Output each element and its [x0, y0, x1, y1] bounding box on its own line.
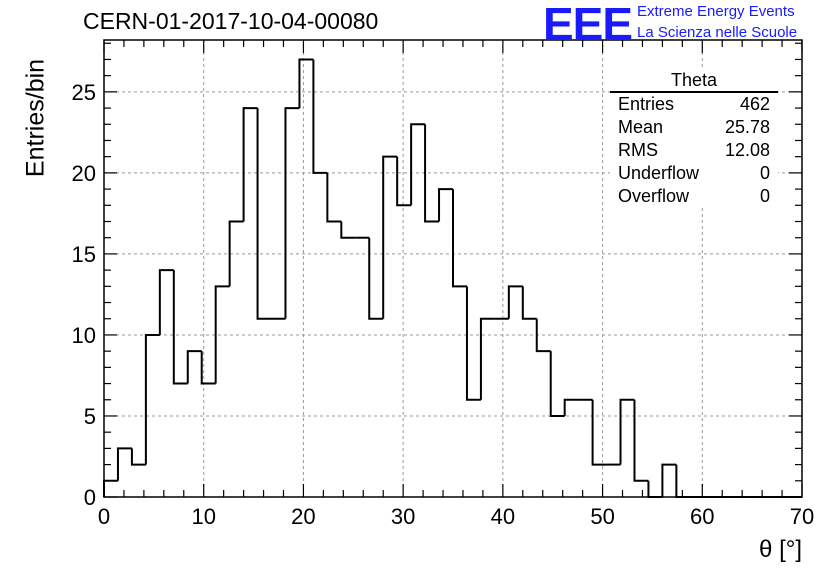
histogram-bin — [312, 59, 328, 174]
histogram-bin — [256, 108, 272, 320]
stats-value: 0 — [759, 186, 770, 206]
histogram-bin — [633, 399, 649, 482]
stats-value: 12.08 — [724, 140, 770, 160]
stats-label: RMS — [618, 140, 658, 160]
histogram-bin — [675, 464, 691, 498]
histogram-bin — [521, 286, 537, 320]
y-tick-label: 5 — [84, 404, 96, 429]
stats-label: Overflow — [618, 186, 690, 206]
histogram-bin — [479, 317, 495, 400]
stats-row-mean: Mean 25.78 — [610, 116, 778, 139]
histogram-bin — [661, 463, 677, 497]
x-tick-label: 20 — [291, 504, 315, 529]
run-title: CERN-01-2017-10-04-00080 — [83, 8, 379, 34]
y-axis-label: Entries/bin — [21, 58, 50, 178]
histogram-bin — [396, 156, 412, 207]
y-tick-label: 0 — [84, 485, 96, 510]
x-tick-label: 60 — [690, 504, 714, 529]
histogram-bin — [563, 398, 579, 416]
y-tick-label: 25 — [72, 80, 96, 105]
histogram-bin — [326, 172, 342, 223]
stats-value: 25.78 — [724, 117, 770, 137]
histogram-bin — [507, 285, 523, 319]
histogram-bin — [116, 447, 132, 481]
y-tick-label: 20 — [72, 161, 96, 186]
histogram-bin — [242, 107, 258, 222]
stats-title: Theta — [610, 70, 778, 93]
plot-frame — [103, 39, 803, 498]
stats-label: Mean — [618, 117, 664, 137]
histogram-bin — [535, 318, 551, 353]
histogram-bin — [465, 286, 481, 401]
stats-box: Theta Entries 462 Mean 25.78 RMS 12.08 U… — [610, 70, 778, 208]
histogram-bin — [619, 398, 635, 465]
histogram-bin — [228, 220, 244, 287]
histogram-bin — [284, 107, 300, 319]
histogram-bin — [158, 269, 174, 335]
histogram-bin — [103, 479, 118, 497]
histogram-bin — [368, 237, 384, 320]
histogram-bin — [186, 350, 202, 384]
histogram-bin — [200, 351, 216, 385]
logo-subtitle-line2: La Scienza nelle Scuole — [637, 24, 798, 41]
x-tick-label: 40 — [491, 504, 515, 529]
stats-row-entries: Entries 462 — [610, 93, 778, 116]
logo-subtitle-line1: Extreme Energy Events — [637, 3, 795, 20]
x-tick-label: 10 — [191, 504, 215, 529]
stats-row-rms: RMS 12.08 — [610, 139, 778, 162]
x-tick-label: 30 — [391, 504, 415, 529]
histogram-bin — [647, 480, 663, 498]
stats-label: Underflow — [618, 163, 700, 183]
stats-value: 0 — [759, 163, 770, 183]
histogram-bin — [410, 123, 426, 206]
histogram-bin — [214, 285, 230, 384]
x-tick-label: 70 — [790, 504, 814, 529]
histogram-bin — [144, 333, 160, 465]
stats-value: 462 — [739, 94, 770, 114]
y-tick-label: 10 — [72, 323, 96, 348]
histogram-bin — [591, 399, 607, 466]
stats-row-overflow: Overflow 0 — [610, 185, 778, 208]
histogram-bin — [340, 221, 356, 239]
y-tick-label: 15 — [72, 242, 96, 267]
histogram-bin — [382, 155, 398, 319]
histogram-bin — [130, 448, 146, 466]
histogram-bin — [549, 351, 565, 417]
stats-row-underflow: Underflow 0 — [610, 162, 778, 185]
x-tick-label: 0 — [98, 504, 110, 529]
x-tick-label: 50 — [590, 504, 614, 529]
eee-logo: EEE — [543, 0, 633, 50]
x-axis-label: θ [°] — [759, 536, 802, 563]
histogram-bin — [298, 58, 314, 109]
histogram-bin — [438, 188, 453, 222]
histogram-bin — [452, 189, 467, 288]
stats-label: Entries — [618, 94, 675, 114]
histogram-bin — [424, 124, 440, 223]
histogram-bin — [172, 270, 188, 385]
